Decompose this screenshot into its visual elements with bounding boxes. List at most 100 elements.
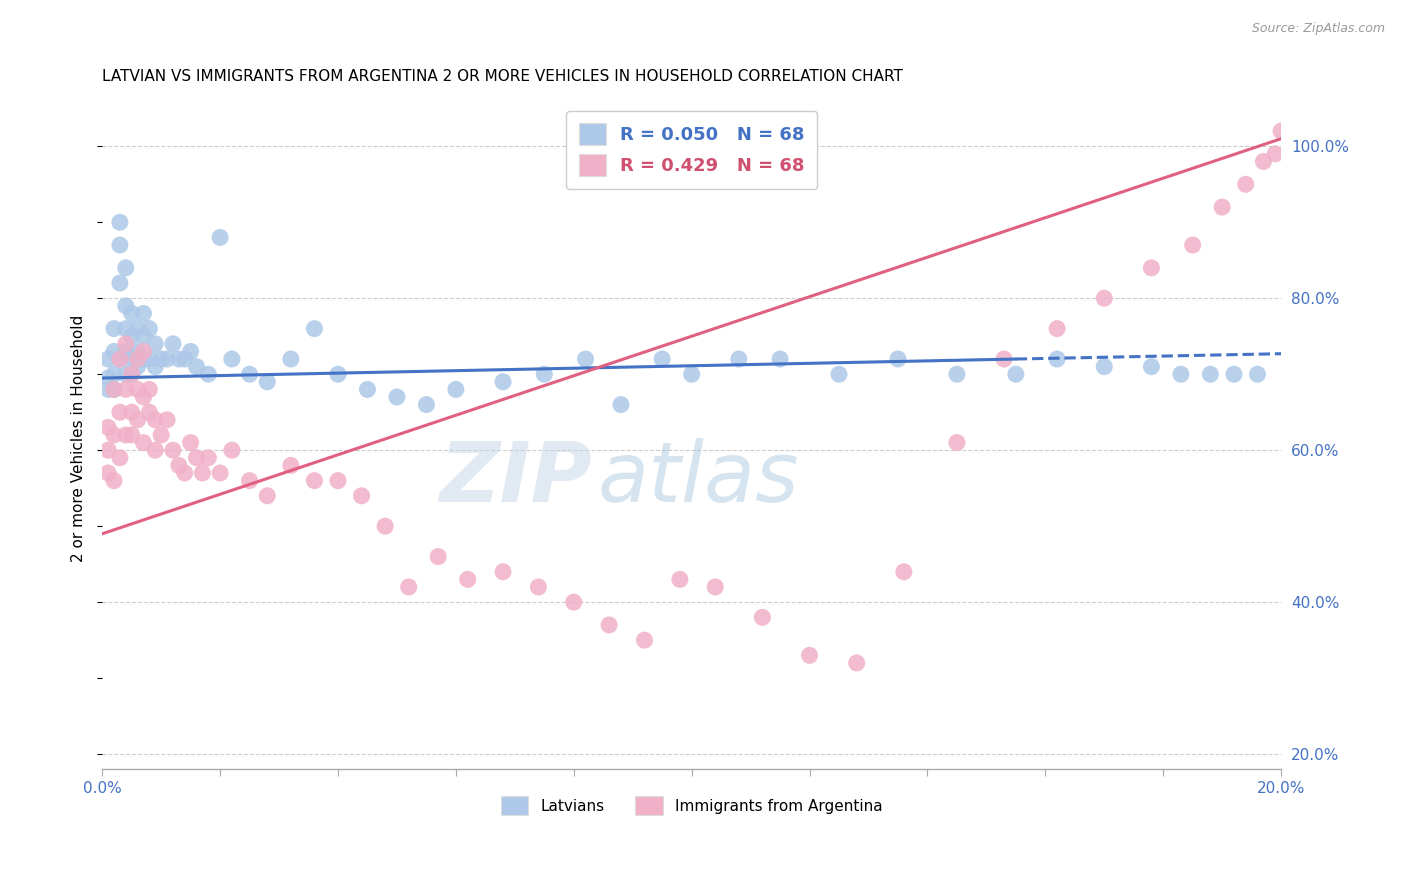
Point bbox=[143, 413, 166, 427]
Point bbox=[108, 351, 131, 366]
Point bbox=[114, 299, 136, 313]
Point bbox=[304, 321, 326, 335]
Point bbox=[326, 474, 349, 488]
Point bbox=[167, 351, 190, 366]
Point bbox=[209, 230, 232, 244]
Point bbox=[121, 368, 143, 382]
Point bbox=[132, 351, 155, 366]
Point bbox=[121, 368, 143, 382]
Point bbox=[97, 351, 120, 366]
Point bbox=[143, 443, 166, 458]
Point bbox=[114, 260, 136, 275]
Point bbox=[173, 466, 195, 480]
Point bbox=[127, 344, 149, 359]
Point bbox=[893, 565, 915, 579]
Point bbox=[221, 443, 243, 458]
Point bbox=[121, 428, 143, 442]
Point bbox=[1270, 124, 1292, 138]
Point bbox=[156, 351, 179, 366]
Point bbox=[138, 351, 160, 366]
Point bbox=[103, 344, 125, 359]
Point bbox=[103, 428, 125, 442]
Point bbox=[132, 435, 155, 450]
Point bbox=[427, 549, 450, 564]
Point bbox=[132, 344, 155, 359]
Point bbox=[1181, 238, 1204, 252]
Point bbox=[103, 383, 125, 397]
Point bbox=[1211, 200, 1233, 214]
Point bbox=[1234, 178, 1257, 192]
Point bbox=[121, 306, 143, 320]
Point bbox=[97, 466, 120, 480]
Point bbox=[138, 321, 160, 335]
Point bbox=[1246, 368, 1268, 382]
Point bbox=[103, 383, 125, 397]
Point bbox=[103, 368, 125, 382]
Point bbox=[138, 405, 160, 419]
Point bbox=[350, 489, 373, 503]
Point bbox=[162, 443, 184, 458]
Point bbox=[180, 435, 202, 450]
Point bbox=[197, 450, 219, 465]
Point bbox=[197, 368, 219, 382]
Point bbox=[669, 573, 692, 587]
Point bbox=[946, 435, 969, 450]
Point bbox=[114, 344, 136, 359]
Point bbox=[127, 359, 149, 374]
Point bbox=[1046, 321, 1069, 335]
Point bbox=[108, 215, 131, 229]
Point bbox=[769, 351, 792, 366]
Point bbox=[280, 351, 302, 366]
Point bbox=[114, 336, 136, 351]
Point bbox=[114, 428, 136, 442]
Text: Source: ZipAtlas.com: Source: ZipAtlas.com bbox=[1251, 22, 1385, 36]
Point bbox=[1140, 260, 1163, 275]
Point bbox=[385, 390, 408, 404]
Point bbox=[127, 413, 149, 427]
Point bbox=[799, 648, 821, 663]
Point bbox=[651, 351, 673, 366]
Point bbox=[121, 329, 143, 343]
Text: LATVIAN VS IMMIGRANTS FROM ARGENTINA 2 OR MORE VEHICLES IN HOUSEHOLD CORRELATION: LATVIAN VS IMMIGRANTS FROM ARGENTINA 2 O… bbox=[103, 69, 903, 84]
Point bbox=[186, 450, 208, 465]
Point bbox=[1264, 147, 1286, 161]
Point bbox=[492, 565, 515, 579]
Point bbox=[1005, 368, 1028, 382]
Point bbox=[1092, 359, 1115, 374]
Point bbox=[108, 450, 131, 465]
Point bbox=[150, 351, 173, 366]
Point bbox=[1253, 154, 1275, 169]
Point bbox=[114, 383, 136, 397]
Point bbox=[114, 368, 136, 382]
Point bbox=[280, 458, 302, 473]
Point bbox=[562, 595, 585, 609]
Point bbox=[598, 618, 620, 632]
Point bbox=[127, 321, 149, 335]
Point bbox=[132, 329, 155, 343]
Point bbox=[374, 519, 396, 533]
Point bbox=[162, 336, 184, 351]
Point bbox=[143, 336, 166, 351]
Point bbox=[150, 428, 173, 442]
Point bbox=[97, 443, 120, 458]
Point bbox=[492, 375, 515, 389]
Point bbox=[1046, 351, 1069, 366]
Point bbox=[681, 368, 703, 382]
Point bbox=[132, 306, 155, 320]
Legend: Latvians, Immigrants from Argentina: Latvians, Immigrants from Argentina bbox=[495, 790, 889, 822]
Point bbox=[444, 383, 467, 397]
Point bbox=[186, 359, 208, 374]
Point bbox=[103, 474, 125, 488]
Text: atlas: atlas bbox=[598, 438, 799, 519]
Point bbox=[127, 351, 149, 366]
Point bbox=[1199, 368, 1222, 382]
Point bbox=[121, 405, 143, 419]
Point bbox=[97, 383, 120, 397]
Point bbox=[1092, 291, 1115, 305]
Point bbox=[114, 321, 136, 335]
Point bbox=[209, 466, 232, 480]
Point bbox=[180, 344, 202, 359]
Point bbox=[239, 474, 262, 488]
Text: ZIP: ZIP bbox=[439, 438, 592, 519]
Point bbox=[574, 351, 596, 366]
